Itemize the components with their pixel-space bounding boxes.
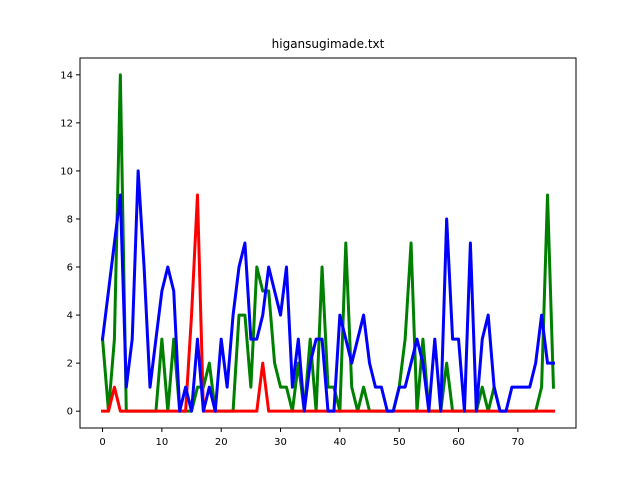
x-tick-label: 0	[99, 437, 105, 448]
y-tick-label: 2	[67, 359, 73, 370]
x-tick-label: 20	[215, 437, 228, 448]
x-tick-label: 60	[452, 437, 465, 448]
x-tick-label: 40	[333, 437, 346, 448]
y-axis: 0 2 4 6 8 10 12 14	[60, 70, 80, 418]
y-tick-label: 10	[60, 166, 73, 177]
x-tick-label: 10	[156, 437, 169, 448]
axes-frame	[79, 57, 577, 429]
y-tick-label: 8	[67, 214, 73, 225]
chart-title: higansugimade.txt	[272, 37, 385, 51]
y-tick-label: 6	[67, 263, 73, 274]
x-tick-label: 30	[274, 437, 287, 448]
x-tick-label: 70	[511, 437, 524, 448]
series-line-3	[100, 169, 555, 413]
plot-area	[100, 73, 555, 413]
x-axis: 0 10 20 30 40 50 60 70	[99, 428, 524, 448]
y-tick-label: 4	[67, 311, 73, 322]
y-tick-label: 14	[60, 70, 73, 81]
x-tick-label: 50	[393, 437, 406, 448]
y-tick-label: 12	[60, 118, 73, 129]
y-tick-label: 0	[67, 407, 73, 418]
